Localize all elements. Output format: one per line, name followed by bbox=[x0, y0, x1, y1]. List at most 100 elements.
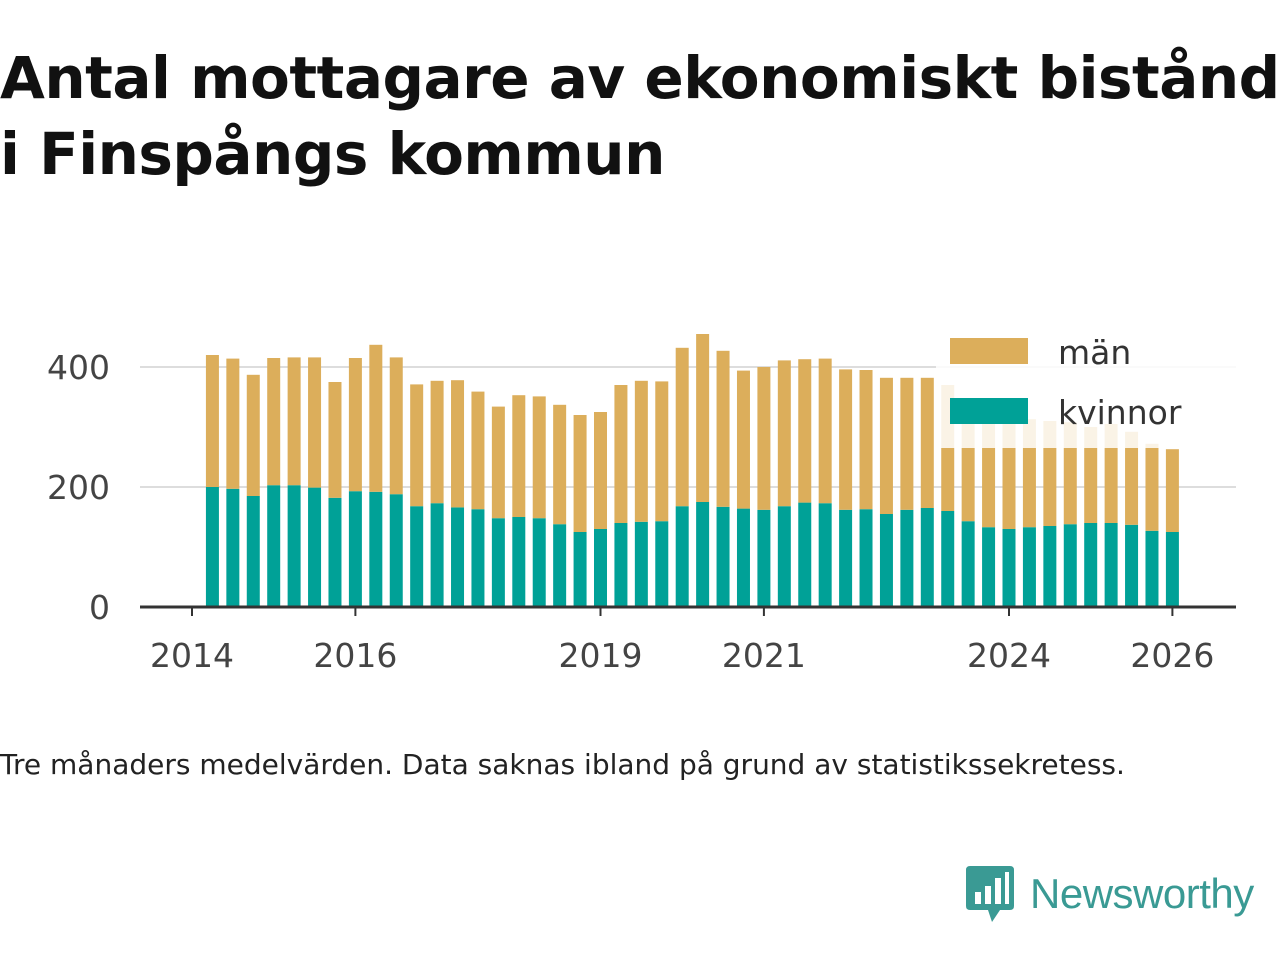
bar-man bbox=[716, 350, 730, 507]
bar-kvinnor bbox=[389, 494, 403, 607]
bar-man bbox=[900, 377, 914, 510]
bar-man bbox=[1104, 424, 1118, 523]
bar-kvinnor bbox=[328, 497, 342, 607]
bar-man bbox=[512, 395, 526, 517]
bar-kvinnor bbox=[920, 508, 934, 607]
bar-kvinnor bbox=[941, 511, 955, 607]
bar-kvinnor bbox=[205, 487, 219, 607]
legend-swatch bbox=[950, 398, 1028, 424]
bar-man bbox=[757, 367, 771, 510]
bar-man bbox=[675, 347, 689, 507]
bar-kvinnor bbox=[696, 502, 710, 607]
x-tick-label: 2021 bbox=[722, 636, 806, 675]
bar-man bbox=[839, 369, 853, 510]
bar-man bbox=[532, 396, 546, 519]
bar-man bbox=[1084, 427, 1098, 523]
legend-label: kvinnor bbox=[1058, 393, 1182, 432]
x-tick-label: 2016 bbox=[313, 636, 397, 675]
bar-man bbox=[614, 385, 628, 523]
bar-kvinnor bbox=[961, 521, 975, 607]
legend-swatch bbox=[950, 338, 1028, 364]
bar-kvinnor bbox=[655, 521, 669, 607]
bar-kvinnor bbox=[736, 508, 750, 607]
bar-kvinnor bbox=[1084, 523, 1098, 607]
bar-kvinnor bbox=[757, 509, 771, 607]
bar-kvinnor bbox=[798, 502, 812, 607]
x-tick-label: 2014 bbox=[150, 636, 234, 675]
y-tick-label: 200 bbox=[47, 468, 110, 507]
bar-man bbox=[1002, 424, 1016, 529]
y-tick-label: 400 bbox=[47, 348, 110, 387]
bar-kvinnor bbox=[614, 523, 628, 607]
bar-kvinnor bbox=[573, 532, 587, 607]
bar-man bbox=[594, 412, 607, 529]
bar-man bbox=[655, 381, 669, 522]
bar-man bbox=[491, 406, 505, 519]
chart-title: Antal mottagare av ekonomiskt bistånd i … bbox=[0, 40, 1280, 192]
bar-kvinnor bbox=[491, 518, 505, 607]
bar-man bbox=[920, 377, 934, 508]
bar-kvinnor bbox=[451, 507, 465, 607]
newsworthy-chart-bubble-icon bbox=[966, 866, 1014, 922]
bar-kvinnor bbox=[287, 485, 301, 607]
bar-man bbox=[573, 415, 587, 532]
bar-kvinnor bbox=[348, 491, 362, 607]
bar-man bbox=[879, 377, 893, 514]
bar-kvinnor bbox=[982, 527, 996, 607]
bar-man bbox=[1165, 449, 1179, 532]
x-tick-label: 2024 bbox=[967, 636, 1051, 675]
bar-man bbox=[205, 355, 219, 487]
bar-kvinnor bbox=[512, 517, 526, 607]
bar-man bbox=[267, 358, 281, 486]
x-tick-label: 2026 bbox=[1130, 636, 1214, 675]
axes: 0 200 400 2014 2016 2019 2021 2024 2026 bbox=[47, 348, 1236, 675]
bar-man bbox=[246, 374, 260, 496]
bar-man bbox=[736, 370, 750, 509]
legend-label: män bbox=[1058, 333, 1131, 372]
bar-kvinnor bbox=[859, 509, 873, 607]
bar-kvinnor bbox=[839, 509, 853, 607]
bar-kvinnor bbox=[553, 524, 567, 607]
y-tick-label: 0 bbox=[89, 588, 110, 627]
bar-man bbox=[1145, 443, 1159, 531]
bar-man bbox=[389, 357, 403, 495]
bar-kvinnor bbox=[879, 514, 893, 607]
bar-kvinnor bbox=[267, 485, 281, 607]
bar-kvinnor bbox=[1125, 524, 1139, 607]
stacked-bar-chart: 0 200 400 2014 2016 2019 2021 2024 2026 män kvinn… bbox=[47, 324, 1236, 675]
bar-man bbox=[1125, 431, 1139, 525]
bar-man bbox=[328, 382, 342, 498]
bar-man bbox=[348, 358, 362, 492]
bar-kvinnor bbox=[226, 488, 240, 607]
bar-kvinnor bbox=[900, 509, 914, 607]
bar-kvinnor bbox=[1104, 523, 1118, 607]
bar-kvinnor bbox=[369, 491, 383, 607]
bar-kvinnor bbox=[1145, 530, 1159, 607]
bar-kvinnor bbox=[1063, 524, 1077, 607]
bar-man bbox=[553, 404, 567, 525]
bar-man bbox=[818, 358, 832, 504]
bar-man bbox=[410, 384, 424, 507]
bar-man bbox=[471, 391, 485, 510]
brand-logo: Newsworthy bbox=[964, 862, 1254, 926]
bar-man bbox=[226, 358, 240, 489]
x-tick-label: 2019 bbox=[559, 636, 643, 675]
chart-footnote: Tre månaders medelvärden. Data saknas ib… bbox=[0, 748, 1125, 781]
bar-man bbox=[430, 380, 444, 504]
bar-man bbox=[451, 380, 465, 508]
chart-title-line-1: Antal mottagare av ekonomiskt bistånd bbox=[0, 44, 1280, 112]
bar-man bbox=[777, 360, 791, 507]
chart-title-line-2: i Finspångs kommun bbox=[0, 120, 665, 188]
bar-kvinnor bbox=[471, 509, 485, 607]
bar-kvinnor bbox=[308, 487, 322, 607]
bar-man bbox=[798, 359, 812, 503]
bar-kvinnor bbox=[634, 521, 648, 607]
bar-kvinnor bbox=[246, 496, 260, 607]
bar-kvinnor bbox=[777, 506, 791, 607]
bar-man bbox=[859, 370, 873, 510]
bar-kvinnor bbox=[1043, 526, 1057, 607]
bar-man bbox=[308, 357, 322, 488]
bar-kvinnor bbox=[818, 503, 832, 607]
bar-kvinnor bbox=[675, 506, 689, 607]
bar-kvinnor bbox=[716, 506, 730, 607]
